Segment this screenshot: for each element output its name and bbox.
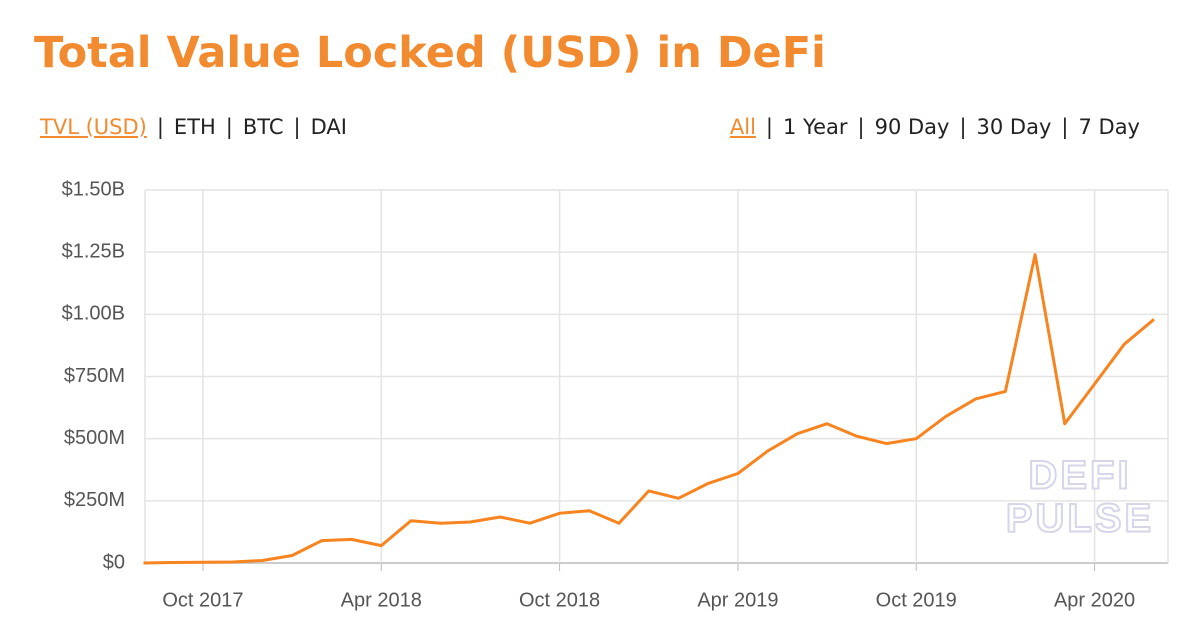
tab[interactable]: TVL (USD) xyxy=(40,115,147,139)
tab[interactable]: ETH xyxy=(147,115,216,139)
tab[interactable]: 30 Day xyxy=(949,115,1052,139)
y-tick-label: $500M xyxy=(64,427,125,449)
y-tick-label: $0 xyxy=(103,551,125,573)
tab[interactable]: 1 Year xyxy=(756,115,848,139)
y-tick-label: $750M xyxy=(64,365,125,387)
tab[interactable]: All xyxy=(729,115,756,139)
x-tick-label: Oct 2018 xyxy=(519,589,600,611)
y-tick-label: $1.00B xyxy=(62,303,125,325)
watermark: PULSE xyxy=(1006,497,1154,541)
tab[interactable]: 7 Day xyxy=(1051,115,1140,139)
x-tick-label: Oct 2019 xyxy=(876,589,957,611)
y-tick-label: $250M xyxy=(64,489,125,511)
metric-tabs: TVL (USD)ETHBTCDAI xyxy=(40,115,347,139)
tab[interactable]: DAI xyxy=(284,115,347,139)
watermark: DEFI xyxy=(1028,454,1131,498)
range-tabs: All1 Year90 Day30 Day7 Day xyxy=(730,115,1140,139)
x-tick-label: Apr 2020 xyxy=(1054,589,1135,611)
tab[interactable]: BTC xyxy=(216,115,284,139)
tvl-line xyxy=(143,253,1155,565)
tab[interactable]: 90 Day xyxy=(848,115,950,139)
x-tick-label: Apr 2018 xyxy=(341,589,422,611)
y-tick-label: $1.50B xyxy=(62,178,125,200)
y-tick-label: $1.25B xyxy=(62,240,125,262)
page-title: Total Value Locked (USD) in DeFi xyxy=(34,28,826,78)
x-tick-label: Oct 2017 xyxy=(162,589,243,611)
x-tick-label: Apr 2019 xyxy=(697,589,778,611)
